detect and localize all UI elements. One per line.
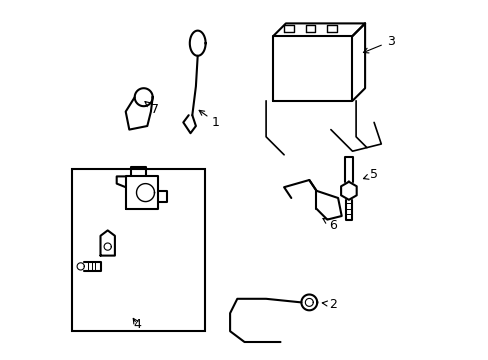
- Text: 5: 5: [363, 168, 378, 181]
- Bar: [72, 169, 204, 331]
- Text: 7: 7: [145, 102, 159, 116]
- Text: 2: 2: [322, 298, 336, 311]
- Text: 6: 6: [322, 219, 336, 231]
- Text: 3: 3: [363, 35, 394, 53]
- Text: 4: 4: [133, 318, 141, 330]
- Text: 1: 1: [199, 110, 220, 129]
